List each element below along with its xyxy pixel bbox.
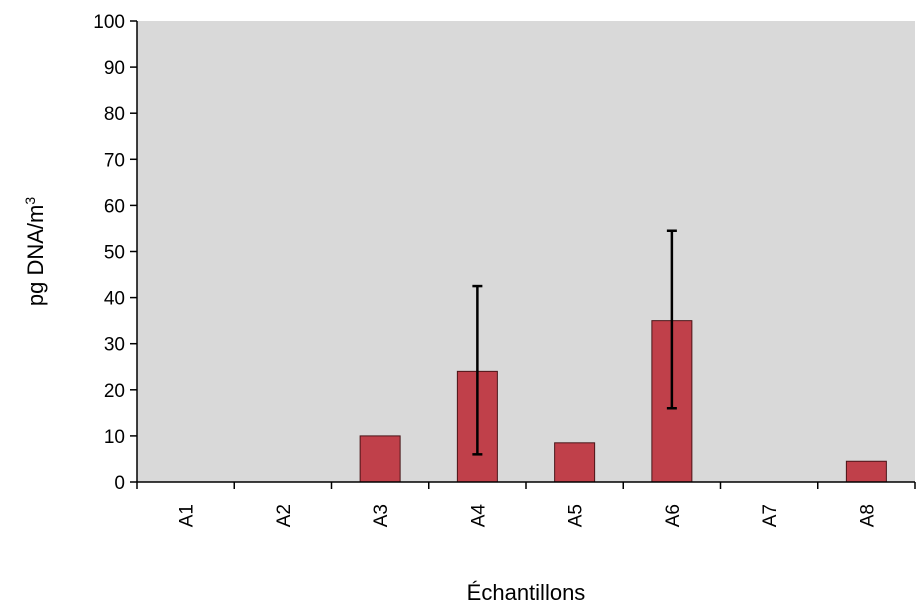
bar [359,435,401,483]
y-tick-label: 80 [104,104,125,125]
x-tick-label: A4 [468,504,489,528]
y-tick-label: 100 [93,12,125,33]
x-tick-label: A8 [857,504,878,527]
y-axis-title: pg DNA/m3 [22,197,48,306]
error-bars-group [472,229,677,456]
bar [554,442,596,483]
y-tick-label: 0 [114,473,125,494]
y-tick-label: 90 [104,58,125,79]
plot-area [137,21,915,482]
x-tick-label: A2 [274,504,295,527]
y-tick-label: 40 [104,289,125,310]
y-axis-title-superscript: 3 [22,197,38,205]
y-axis: 0 10 20 30 40 50 60 70 80 90 100 [93,12,138,494]
x-tick-label: A1 [177,504,198,527]
y-tick-label: 50 [104,243,125,264]
x-axis-title: Échantillons [467,580,586,605]
x-tick-label: A7 [760,504,781,527]
x-tick-label: A3 [371,504,392,527]
y-tick-label: 60 [104,196,125,217]
y-tick-label: 10 [104,427,125,448]
y-tick-label: 70 [104,150,125,171]
y-tick-label: 20 [104,381,125,402]
y-axis-title-main: pg DNA/m [23,205,48,306]
x-tick-label: A6 [663,504,684,527]
x-axis: A1 A2 A3 A4 A5 A6 A7 A8 [136,481,916,528]
x-tick-label: A5 [566,504,587,527]
y-tick-label: 30 [104,335,125,356]
bar [845,460,887,483]
